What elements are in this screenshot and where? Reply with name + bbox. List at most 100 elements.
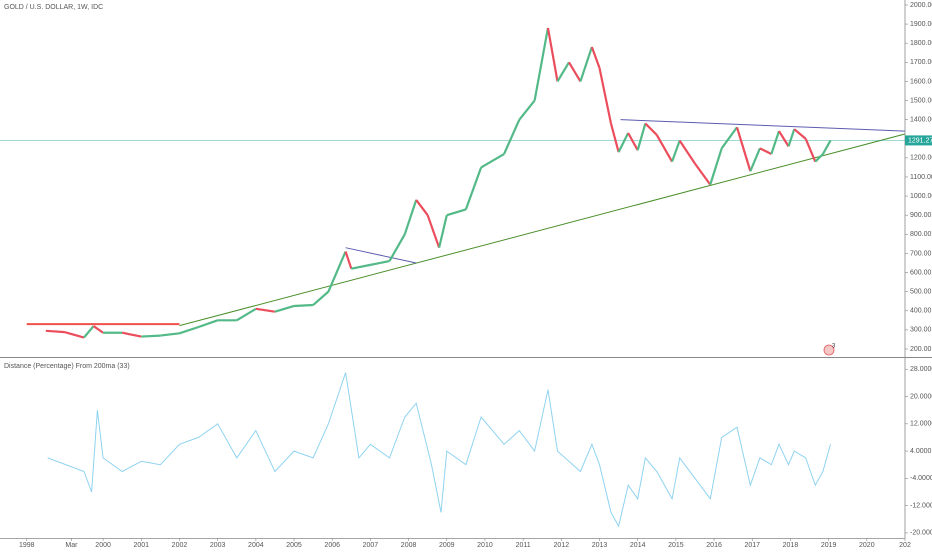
x-tick-label: 2018 bbox=[783, 542, 799, 549]
x-tick-label: 2005 bbox=[286, 542, 302, 549]
price-segment bbox=[568, 61, 582, 82]
y-tick-label: 600.00 bbox=[910, 269, 932, 276]
price-segment bbox=[617, 132, 630, 153]
price-segment bbox=[590, 46, 601, 69]
trendline bbox=[179, 133, 906, 327]
price-segment bbox=[255, 307, 276, 313]
x-tick-label: 2013 bbox=[592, 542, 608, 549]
price-segment bbox=[609, 123, 620, 153]
y-tick-label: 500.00 bbox=[910, 288, 932, 295]
y-tick-label: 1200.00 bbox=[910, 155, 932, 162]
price-segment bbox=[636, 123, 647, 151]
y-tick-label: 1100.00 bbox=[910, 174, 932, 181]
price-segment bbox=[415, 199, 429, 216]
price-segment bbox=[438, 214, 448, 248]
badge-icon bbox=[823, 344, 835, 356]
x-tick-label: 2017 bbox=[744, 542, 760, 549]
x-tick-label: 2002 bbox=[172, 542, 188, 549]
x-tick-label: 2008 bbox=[401, 542, 417, 549]
price-segment bbox=[198, 319, 219, 329]
price-segment bbox=[749, 147, 761, 172]
y-tick-label: -20.0000 bbox=[910, 530, 932, 537]
price-segment bbox=[160, 332, 180, 337]
price-segment bbox=[312, 290, 330, 306]
price-segment bbox=[804, 138, 817, 163]
x-tick-label: 2000 bbox=[95, 542, 111, 549]
price-segment bbox=[694, 162, 712, 186]
y-tick-label: 700.00 bbox=[910, 250, 932, 257]
indicator-line bbox=[47, 372, 831, 528]
price-label-box bbox=[905, 135, 932, 146]
y-tick-label: 1000.00 bbox=[910, 193, 932, 200]
price-segment bbox=[579, 46, 593, 82]
x-tick-label: 2006 bbox=[324, 542, 340, 549]
x-tick-label: 2020 bbox=[859, 542, 875, 549]
x-tick-label: 2016 bbox=[706, 542, 722, 549]
y-tick-label: 28.0000 bbox=[910, 366, 932, 373]
price-segment bbox=[627, 132, 639, 151]
price-segment bbox=[546, 27, 559, 82]
price-segment bbox=[64, 331, 85, 339]
badge-text: 3 bbox=[832, 344, 836, 350]
price-segment bbox=[327, 251, 347, 293]
x-tick-label: 2004 bbox=[248, 542, 264, 549]
price-segment bbox=[655, 134, 674, 163]
x-tick-label: 202 bbox=[899, 542, 911, 549]
price-segment bbox=[759, 147, 772, 156]
price-segment bbox=[464, 167, 483, 210]
price-segment bbox=[480, 153, 505, 169]
price-segment bbox=[121, 331, 142, 338]
price-segment bbox=[518, 99, 536, 121]
price-segment bbox=[274, 304, 295, 313]
y-tick-label: -4.0000 bbox=[910, 475, 932, 482]
price-segment bbox=[503, 119, 521, 155]
x-tick-label: 2009 bbox=[439, 542, 455, 549]
price-segment bbox=[556, 61, 570, 82]
price-segment bbox=[388, 233, 406, 262]
y-tick-label: 1900.00 bbox=[910, 21, 932, 28]
y-tick-label: 1500.00 bbox=[910, 97, 932, 104]
price-segment bbox=[45, 329, 65, 334]
price-segment bbox=[351, 263, 371, 270]
trendline bbox=[620, 119, 906, 132]
price-segment bbox=[344, 251, 353, 270]
price-segment bbox=[83, 325, 95, 339]
y-tick-label: -12.0000 bbox=[910, 502, 932, 509]
y-tick-label: 2000.00 bbox=[910, 2, 932, 9]
price-segment bbox=[735, 126, 752, 172]
y-tick-label: 1600.00 bbox=[910, 78, 932, 85]
y-tick-label: 4.0000 bbox=[910, 448, 932, 455]
price-segment bbox=[778, 130, 790, 147]
y-tick-label: 1400.00 bbox=[910, 116, 932, 123]
price-segment bbox=[678, 140, 696, 165]
y-tick-label: 900.00 bbox=[910, 212, 932, 219]
x-tick-label: 2003 bbox=[210, 542, 226, 549]
price-segment bbox=[814, 153, 824, 163]
price-segment bbox=[179, 325, 199, 335]
price-segment bbox=[446, 208, 467, 217]
price-segment bbox=[720, 126, 738, 149]
x-tick-label: 1998 bbox=[19, 542, 35, 549]
price-segment bbox=[644, 122, 658, 136]
chart-title: GOLD / U.S. DOLLAR, 1W, IDC bbox=[4, 4, 103, 11]
x-tick-label: 2019 bbox=[821, 542, 837, 549]
price-segment bbox=[770, 130, 781, 155]
x-tick-label: 2010 bbox=[477, 542, 493, 549]
x-tick-label: 2011 bbox=[516, 542, 531, 549]
price-segment bbox=[709, 147, 723, 185]
price-segment bbox=[533, 27, 550, 101]
y-tick-label: 300.00 bbox=[910, 327, 932, 334]
y-tick-label: 12.0000 bbox=[910, 421, 932, 428]
x-tick-label: 2014 bbox=[630, 542, 646, 549]
x-tick-label: 2012 bbox=[554, 542, 570, 549]
price-segment bbox=[92, 325, 104, 334]
price-segment bbox=[426, 214, 441, 249]
y-tick-label: 800.00 bbox=[910, 231, 932, 238]
price-segment bbox=[793, 128, 807, 140]
price-segment bbox=[821, 139, 832, 155]
price-segment bbox=[293, 303, 314, 308]
y-tick-label: 20.0000 bbox=[910, 393, 932, 400]
